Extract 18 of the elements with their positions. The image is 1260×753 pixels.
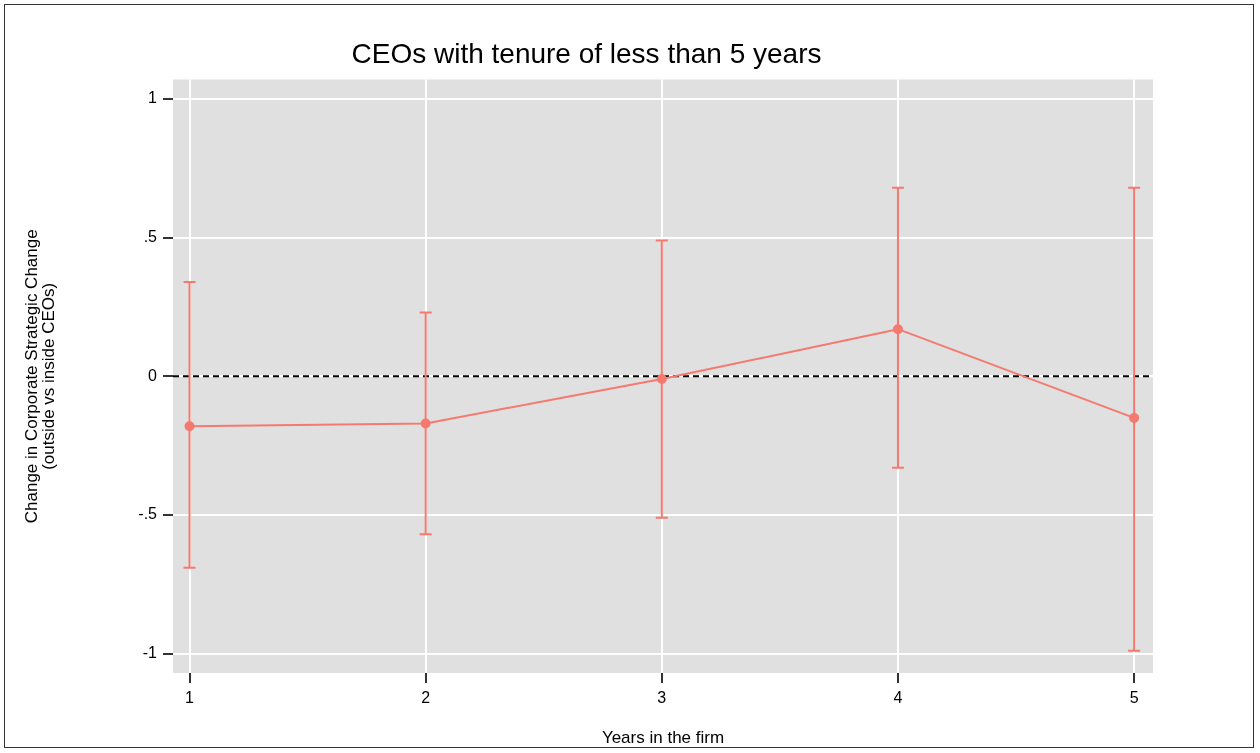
- point: [184, 421, 195, 432]
- point: [892, 324, 903, 335]
- x-tick-label: 4: [893, 689, 903, 707]
- point: [656, 374, 667, 385]
- y-tick-label: 1: [148, 89, 158, 107]
- y-tick-label: .5: [143, 228, 158, 246]
- y-tick-label: 0: [148, 366, 158, 384]
- y-tick-label: -1: [142, 644, 158, 661]
- x-tick-label: 2: [421, 689, 431, 707]
- x-axis-title: Years in the firm: [601, 728, 725, 748]
- x-tick-label: 3: [657, 689, 667, 707]
- y-axis-title: Change in Corporate Strategic Change (outside vs inside CEOs): [22, 229, 59, 524]
- point: [420, 418, 431, 429]
- x-tick-label: 5: [1129, 689, 1139, 707]
- chart-title: CEOs with tenure of less than 5 years: [351, 37, 822, 69]
- point: [1129, 412, 1140, 423]
- y-tick-label: -.5: [138, 505, 158, 523]
- x-tick-label: 1: [185, 689, 195, 707]
